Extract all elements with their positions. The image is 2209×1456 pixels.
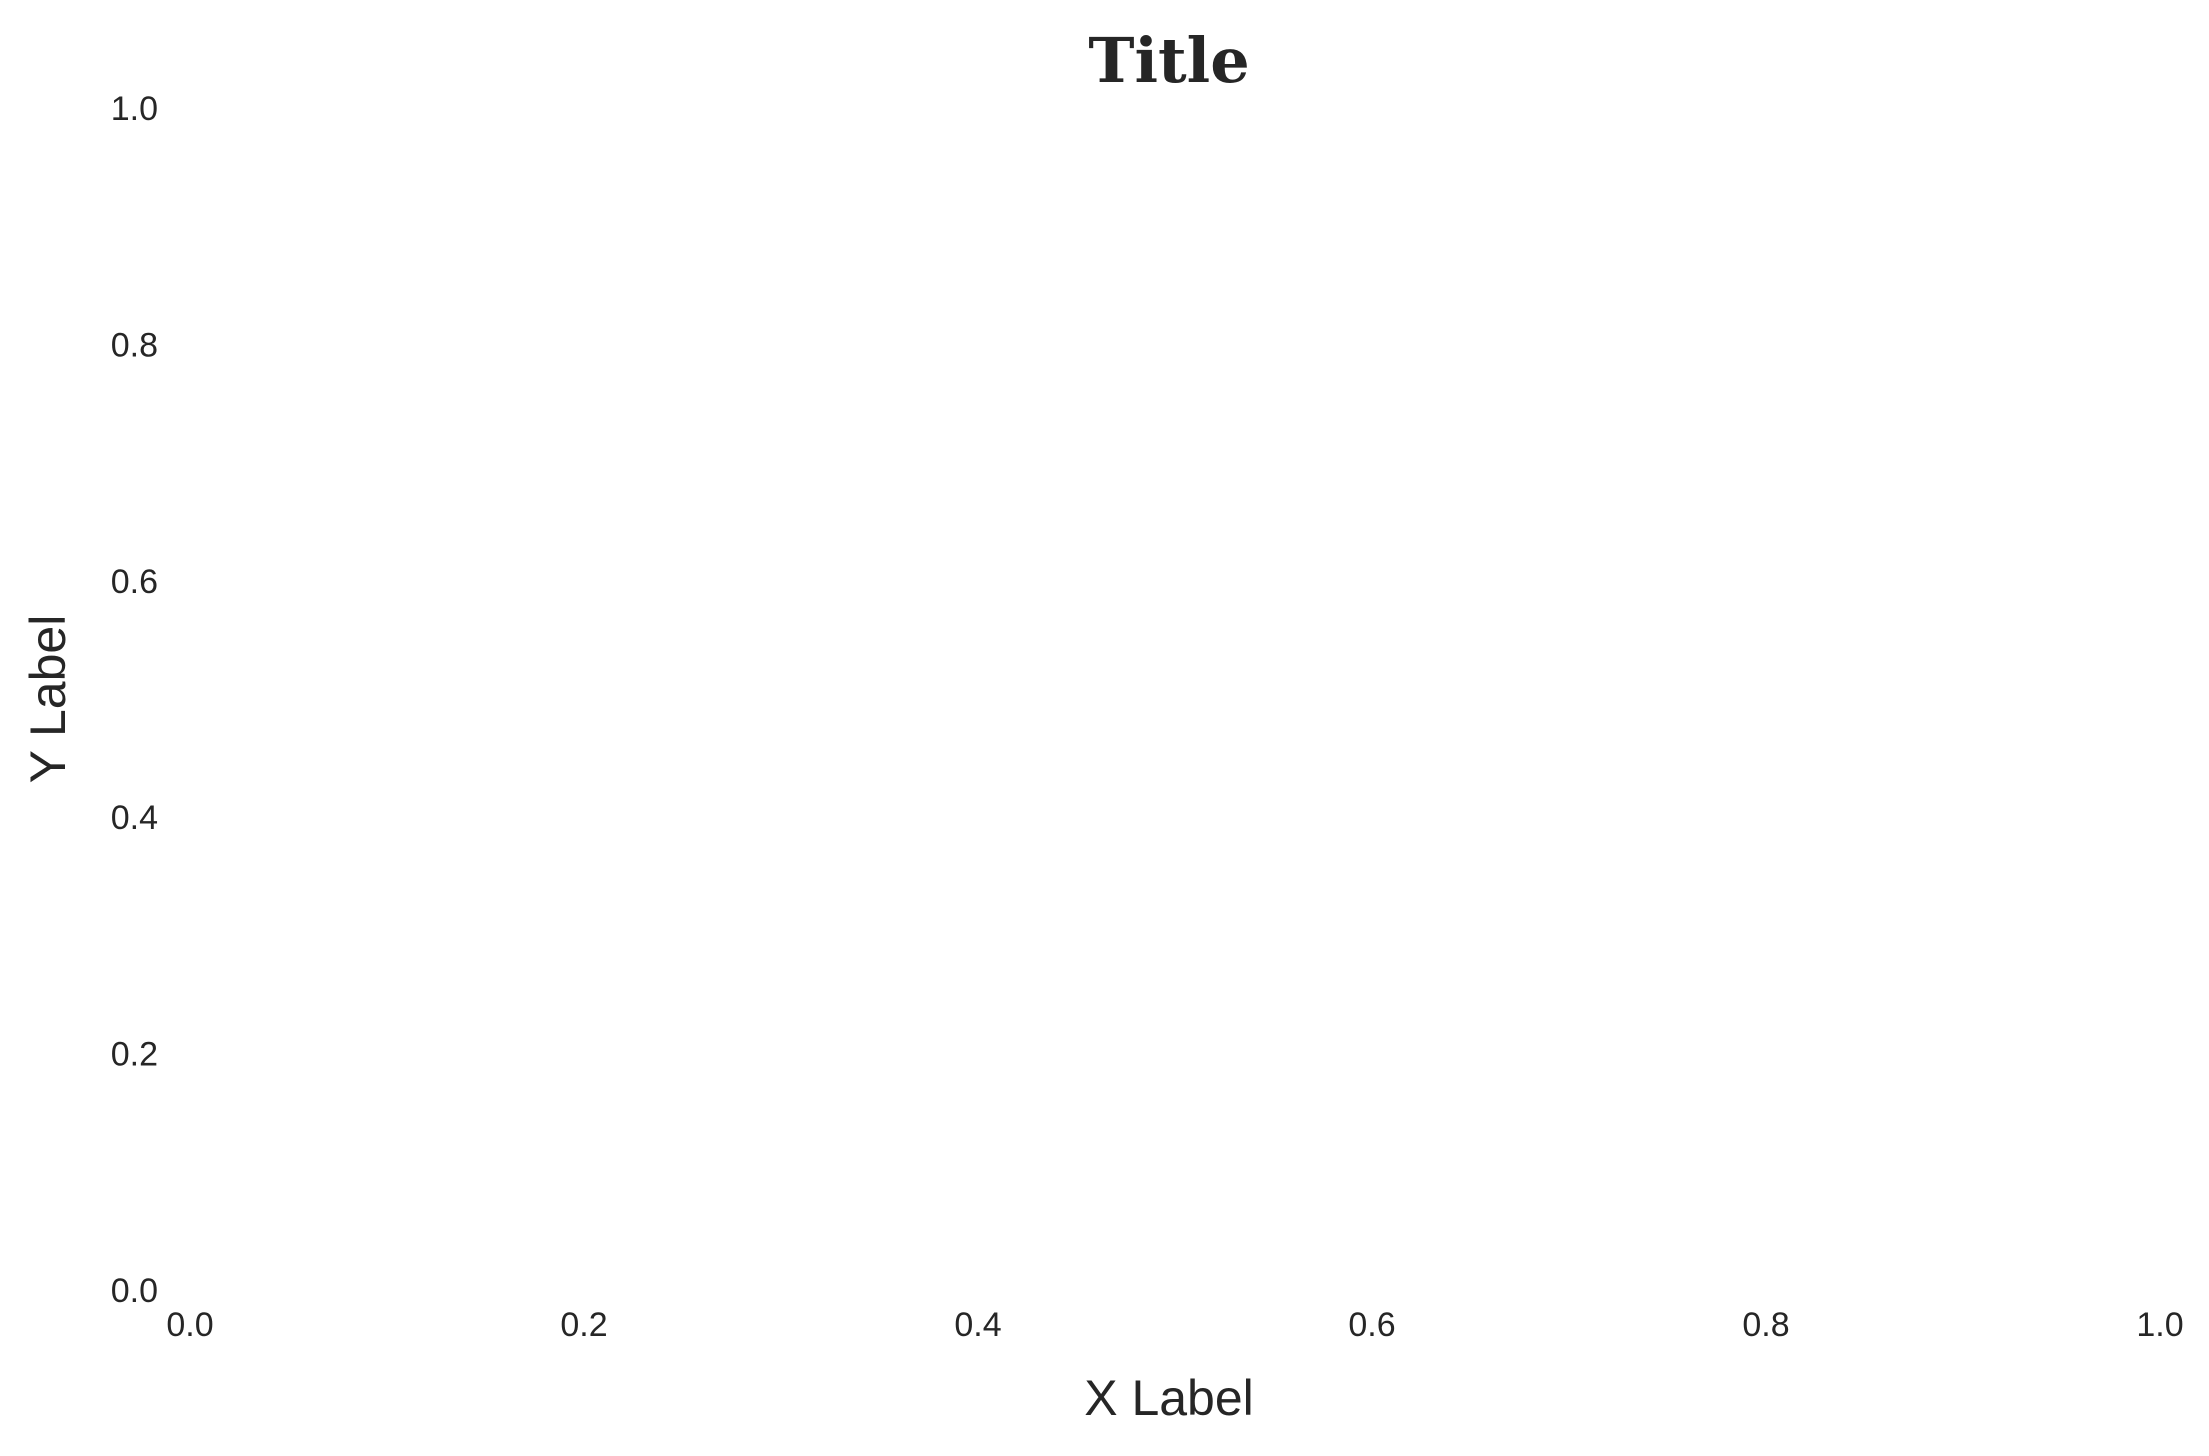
y-tick-label: 0.4 — [111, 799, 158, 837]
y-tick-label: 1.0 — [111, 90, 158, 128]
x-tick-label: 0.8 — [1742, 1306, 1789, 1344]
x-axis-ticks: 0.0 0.2 0.4 0.6 0.8 1.0 — [166, 1306, 2183, 1344]
x-tick-label: 0.0 — [166, 1306, 213, 1344]
y-axis-ticks: 0.0 0.2 0.4 0.6 0.8 1.0 — [111, 90, 158, 1310]
plot-area — [190, 108, 2160, 1290]
y-tick-label: 0.0 — [111, 1272, 158, 1310]
y-tick-label: 0.8 — [111, 326, 158, 364]
x-tick-label: 0.2 — [560, 1306, 607, 1344]
x-axis-label: X Label — [1084, 1370, 1254, 1426]
chart-title: Title — [1088, 24, 1249, 97]
x-tick-label: 1.0 — [2136, 1306, 2183, 1344]
x-tick-label: 0.6 — [1348, 1306, 1395, 1344]
y-tick-label: 0.6 — [111, 563, 158, 601]
y-tick-label: 0.2 — [111, 1036, 158, 1074]
y-axis-label: Y Label — [20, 615, 76, 784]
x-tick-label: 0.4 — [954, 1306, 1001, 1344]
